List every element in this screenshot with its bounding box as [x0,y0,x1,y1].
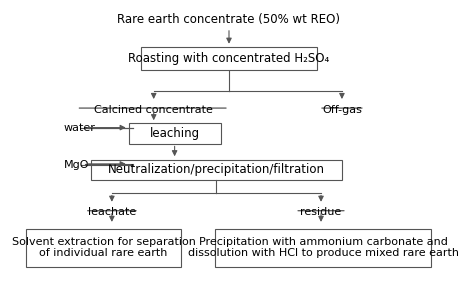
Text: Neutralization/precipitation/filtration: Neutralization/precipitation/filtration [108,163,325,176]
Text: leaching: leaching [150,127,200,140]
Text: Rare earth concentrate (50% wt REO): Rare earth concentrate (50% wt REO) [118,13,340,26]
Text: leachate: leachate [88,208,136,217]
FancyBboxPatch shape [91,160,342,180]
Text: residue: residue [301,208,342,217]
FancyBboxPatch shape [26,229,181,266]
Text: Solvent extraction for separation
of individual rare earth: Solvent extraction for separation of ind… [11,237,195,259]
Text: Calcined concentrate: Calcined concentrate [94,105,213,115]
FancyBboxPatch shape [128,124,220,144]
FancyBboxPatch shape [215,229,431,266]
Text: Precipitation with ammonium carbonate and
dissolution with HCl to produce mixed : Precipitation with ammonium carbonate an… [188,237,459,259]
Text: water: water [64,123,96,133]
Text: MgO: MgO [64,160,89,170]
FancyBboxPatch shape [141,47,317,70]
Text: Roasting with concentrated H₂SO₄: Roasting with concentrated H₂SO₄ [128,52,329,65]
Text: Off-gas: Off-gas [322,105,362,115]
